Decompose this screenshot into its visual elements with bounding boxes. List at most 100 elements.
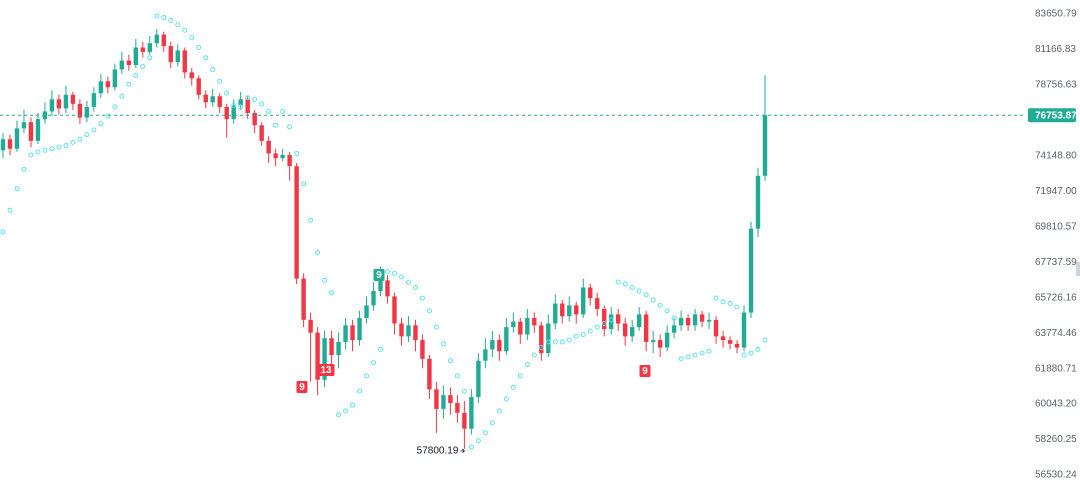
candle-body <box>567 305 572 317</box>
sar-dot <box>559 339 565 345</box>
candle-body <box>699 314 705 322</box>
candle-body <box>231 105 236 120</box>
sar-dot <box>63 143 69 149</box>
y-tick-label: 67737.59 <box>1035 257 1077 268</box>
sar-dot <box>168 17 174 23</box>
sar-dot <box>405 279 411 285</box>
candle-body <box>147 43 153 52</box>
sar-dot <box>203 55 209 61</box>
sar-dot <box>671 315 677 321</box>
candle-body <box>343 325 348 342</box>
candle-body <box>532 318 537 326</box>
sar-dot <box>440 341 446 347</box>
candle-body <box>364 305 369 319</box>
candle-body <box>189 72 194 79</box>
sar-dot <box>189 34 195 40</box>
sar-dot <box>91 127 97 133</box>
marker-box <box>373 269 385 281</box>
sar-dot <box>343 408 349 414</box>
sar-dot <box>454 373 460 379</box>
candle-body <box>84 106 90 118</box>
marker-label: 13 <box>320 365 332 376</box>
marker-box <box>317 364 335 376</box>
price-label-box <box>1028 108 1076 123</box>
sar-dot <box>357 388 363 394</box>
candle-body <box>406 325 411 337</box>
candle-body <box>182 50 187 73</box>
sar-dot <box>741 352 747 358</box>
candle-body <box>636 314 642 328</box>
sar-dot <box>210 66 216 72</box>
sar-dot <box>447 358 453 364</box>
candle-body <box>329 338 334 356</box>
sar-dot <box>524 361 530 367</box>
sar-dot <box>154 13 160 19</box>
sar-dot <box>175 22 181 28</box>
sar-dot <box>384 269 390 275</box>
candle-body <box>525 318 530 335</box>
candle-body <box>629 327 635 337</box>
sar-dot <box>147 55 153 61</box>
sar-dot <box>426 308 432 314</box>
y-tick-label: 60043.20 <box>1035 399 1077 410</box>
sar-dot <box>70 139 76 145</box>
y-tick-label: 74148.80 <box>1035 150 1077 161</box>
candle-body <box>518 321 523 335</box>
candle-body <box>252 112 257 126</box>
candle-body <box>357 318 362 341</box>
candle-body <box>203 94 208 103</box>
sar-dot <box>252 96 258 102</box>
candle-body <box>657 340 663 348</box>
sar-dot <box>510 384 516 390</box>
candle-body <box>0 139 6 151</box>
candle-body <box>615 314 621 324</box>
candle-body <box>49 99 55 112</box>
sar-dot <box>762 337 768 343</box>
candle-body <box>678 318 684 326</box>
candle-body <box>748 228 754 313</box>
candle-body <box>713 319 719 337</box>
sar-dot <box>287 124 293 130</box>
sar-dot <box>161 15 167 21</box>
candle-body <box>238 99 243 106</box>
sar-dot <box>622 281 628 287</box>
sar-dot <box>391 270 397 276</box>
marker-box <box>296 381 308 393</box>
candle-body <box>224 106 229 120</box>
candle-body <box>196 78 201 95</box>
sar-dot <box>503 396 509 402</box>
marker-box <box>639 365 651 377</box>
sar-dot <box>594 324 600 330</box>
candle-body <box>483 349 488 361</box>
candle-body <box>476 360 481 398</box>
sar-dot <box>538 345 544 351</box>
candle-body <box>392 296 397 324</box>
sar-dot <box>615 279 621 285</box>
sar-dot <box>713 295 719 301</box>
candle-body <box>448 395 453 403</box>
sar-dot <box>133 72 139 78</box>
sar-dot <box>224 90 230 96</box>
candle-body <box>727 340 733 344</box>
candle-body <box>350 325 355 341</box>
axis-handle[interactable] <box>1076 262 1080 276</box>
candle-body <box>112 69 118 88</box>
candle-body <box>441 395 446 409</box>
sar-dot <box>720 299 726 305</box>
candle-body <box>56 99 62 109</box>
sar-dot <box>573 333 579 339</box>
sar-dot <box>664 308 670 314</box>
candle-body <box>385 280 390 297</box>
candle-body <box>217 96 222 107</box>
sar-dot <box>398 274 404 280</box>
sar-dot <box>517 373 523 379</box>
candle-body <box>266 140 271 154</box>
candle-body <box>273 153 278 159</box>
sar-dot <box>657 302 663 308</box>
candle-body <box>692 314 698 326</box>
sar-dot <box>685 354 691 360</box>
sar-dot <box>531 352 537 358</box>
candle-body <box>602 308 607 330</box>
sar-dot <box>28 152 34 158</box>
sar-dot <box>482 430 488 436</box>
